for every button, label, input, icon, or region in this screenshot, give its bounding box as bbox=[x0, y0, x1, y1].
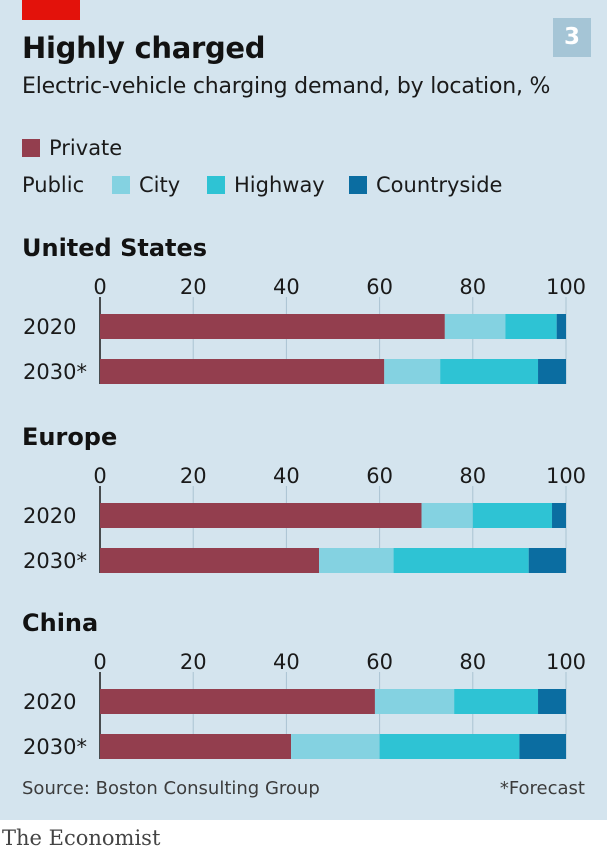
economist-logo-text: The Economist bbox=[2, 826, 161, 850]
europe-2020-private-bar bbox=[100, 503, 422, 528]
united-states-2030-highway-bar bbox=[440, 359, 539, 384]
united-states-2030-private-bar bbox=[100, 359, 385, 384]
europe-2020-countryside-bar bbox=[552, 503, 566, 528]
region-title-europe: Europe bbox=[22, 423, 118, 451]
europe-tick-label: 0 bbox=[93, 464, 106, 488]
china-2030-city-bar bbox=[291, 734, 380, 759]
china-tick-label: 40 bbox=[273, 650, 300, 674]
china-2020-countryside-bar bbox=[538, 689, 566, 714]
europe-tick-label: 80 bbox=[459, 464, 486, 488]
china-2030-countryside-bar bbox=[519, 734, 566, 759]
china-row-label: 2030* bbox=[23, 735, 87, 759]
chart-title: Highly charged bbox=[22, 31, 266, 65]
legend-label-private: Private bbox=[49, 136, 123, 160]
europe-2030-countryside-bar bbox=[528, 548, 566, 573]
united-states-row-label: 2020 bbox=[23, 315, 76, 339]
china-2030-highway-bar bbox=[379, 734, 520, 759]
united-states-tick-label: 100 bbox=[546, 275, 586, 299]
united-states-tick-label: 80 bbox=[459, 275, 486, 299]
europe-tick-label: 60 bbox=[366, 464, 393, 488]
stacked-bar-charts: 0 20 40 60 80 100 2020 2030* 0 20 40 60 80 100 2020 203… bbox=[23, 275, 586, 759]
china-2020-city-bar bbox=[374, 689, 455, 714]
europe-2020-highway-bar bbox=[472, 503, 553, 528]
china-tick-label: 100 bbox=[546, 650, 586, 674]
legend-label-public: Public bbox=[22, 173, 85, 197]
united-states-tick-label: 40 bbox=[273, 275, 300, 299]
chart-panel bbox=[0, 0, 607, 820]
europe-row-label: 2020 bbox=[23, 504, 76, 528]
united-states-2020-private-bar bbox=[100, 314, 445, 339]
region-title-china: China bbox=[22, 609, 99, 637]
europe-tick-label: 20 bbox=[180, 464, 207, 488]
china-2020-highway-bar bbox=[454, 689, 539, 714]
china-tick-label: 80 bbox=[459, 650, 486, 674]
legend-swatch-highway bbox=[207, 176, 225, 194]
europe-2030-private-bar bbox=[100, 548, 320, 573]
source-note: Source: Boston Consulting Group bbox=[22, 778, 320, 799]
legend-swatch-private bbox=[22, 139, 40, 157]
china-2030-private-bar bbox=[100, 734, 292, 759]
chart-number-badge: 3 bbox=[553, 18, 591, 57]
china-tick-label: 20 bbox=[180, 650, 207, 674]
united-states-tick-label: 60 bbox=[366, 275, 393, 299]
chart-subtitle: Electric-vehicle charging demand, by loc… bbox=[22, 74, 551, 99]
legend-label-countryside: Countryside bbox=[376, 173, 503, 197]
legend-label-city: City bbox=[139, 173, 181, 197]
europe-2030-city-bar bbox=[319, 548, 394, 573]
united-states-2030-city-bar bbox=[384, 359, 441, 384]
legend-label-highway: Highway bbox=[234, 173, 325, 197]
europe-tick-label: 100 bbox=[546, 464, 586, 488]
china-row-label: 2020 bbox=[23, 690, 76, 714]
legend-swatch-countryside bbox=[349, 176, 367, 194]
legend-swatch-city bbox=[112, 176, 130, 194]
forecast-note: *Forecast bbox=[499, 778, 585, 799]
china-tick-label: 60 bbox=[366, 650, 393, 674]
united-states-2020-city-bar bbox=[444, 314, 506, 339]
region-title-united-states: United States bbox=[22, 234, 208, 262]
china-2020-private-bar bbox=[100, 689, 375, 714]
united-states-tick-label: 20 bbox=[180, 275, 207, 299]
united-states-row-label: 2030* bbox=[23, 360, 87, 384]
united-states-tick-label: 0 bbox=[93, 275, 106, 299]
united-states-2020-countryside-bar bbox=[556, 314, 566, 339]
united-states-2020-highway-bar bbox=[505, 314, 557, 339]
europe-row-label: 2030* bbox=[23, 549, 87, 573]
europe-2020-city-bar bbox=[421, 503, 473, 528]
europe-2030-highway-bar bbox=[393, 548, 529, 573]
china-tick-label: 0 bbox=[93, 650, 106, 674]
economist-red-tag bbox=[22, 0, 80, 20]
europe-tick-label: 40 bbox=[273, 464, 300, 488]
united-states-2030-countryside-bar bbox=[538, 359, 566, 384]
